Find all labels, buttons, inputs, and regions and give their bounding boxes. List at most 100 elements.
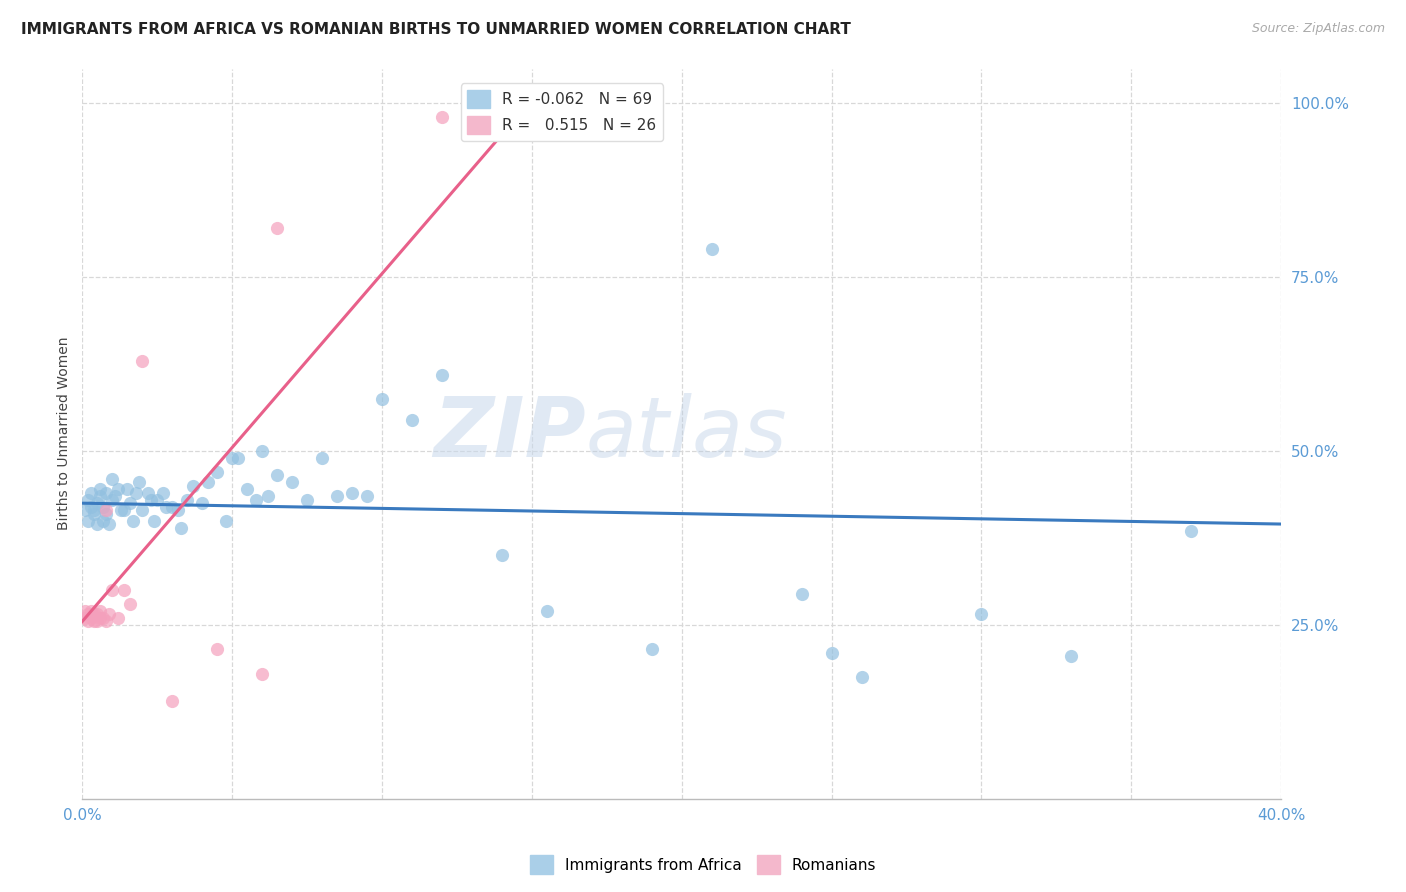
Point [181, 479, 204, 493]
Point [75, 604, 97, 618]
Point [91, 611, 114, 625]
Point [122, 514, 145, 528]
Point [83, 607, 105, 622]
Legend: Immigrants from Africa, Romanians: Immigrants from Africa, Romanians [523, 849, 883, 880]
Point [641, 642, 664, 657]
Point [83, 615, 105, 629]
Point [96, 485, 118, 500]
Point [104, 489, 127, 503]
Point [131, 503, 153, 517]
Point [851, 670, 873, 684]
Point [152, 485, 174, 500]
Point [820, 646, 842, 660]
Point [112, 583, 135, 598]
Point [1060, 649, 1083, 664]
Point [101, 472, 124, 486]
Point [191, 496, 214, 510]
Point [89, 489, 111, 503]
Text: ZIP: ZIP [433, 393, 586, 475]
Point [430, 368, 453, 382]
Point [80, 485, 103, 500]
Point [226, 450, 249, 465]
Point [101, 492, 124, 507]
Point [790, 586, 813, 600]
Point [205, 465, 228, 479]
Point [112, 503, 135, 517]
Point [75, 611, 97, 625]
Point [131, 353, 153, 368]
Point [176, 492, 198, 507]
Point [80, 500, 103, 514]
Point [536, 604, 558, 618]
Point [117, 483, 139, 497]
Point [89, 483, 111, 497]
Point [120, 496, 142, 510]
Point [401, 413, 423, 427]
Point [1180, 524, 1202, 538]
Legend: R = -0.062   N = 69, R =   0.515   N = 26: R = -0.062 N = 69, R = 0.515 N = 26 [461, 84, 662, 141]
Point [125, 485, 148, 500]
Point [77, 492, 100, 507]
Point [155, 500, 177, 514]
Point [141, 492, 163, 507]
Point [77, 514, 100, 528]
Point [340, 485, 363, 500]
Point [311, 450, 333, 465]
Point [281, 475, 304, 490]
Point [89, 611, 111, 625]
Point [266, 468, 288, 483]
Point [250, 444, 273, 458]
Point [96, 507, 118, 521]
Point [110, 503, 132, 517]
Point [221, 450, 243, 465]
Point [98, 607, 121, 622]
Point [491, 549, 513, 563]
Point [970, 607, 993, 622]
Point [107, 483, 129, 497]
Point [700, 243, 723, 257]
Point [250, 666, 273, 681]
Point [107, 611, 129, 625]
Point [83, 507, 105, 521]
Text: IMMIGRANTS FROM AFRICA VS ROMANIAN BIRTHS TO UNMARRIED WOMEN CORRELATION CHART: IMMIGRANTS FROM AFRICA VS ROMANIAN BIRTH… [21, 22, 851, 37]
Point [167, 503, 190, 517]
Point [215, 514, 238, 528]
Point [86, 516, 108, 531]
Point [430, 110, 453, 124]
Text: atlas: atlas [586, 393, 787, 475]
Point [356, 489, 378, 503]
Y-axis label: Births to Unmarried Women: Births to Unmarried Women [58, 337, 72, 531]
Point [80, 604, 103, 618]
Point [77, 615, 100, 629]
Point [77, 607, 100, 622]
Point [236, 483, 259, 497]
Point [160, 694, 183, 708]
Point [83, 503, 105, 517]
Point [80, 611, 103, 625]
Point [160, 500, 183, 514]
Point [245, 492, 267, 507]
Point [96, 503, 118, 517]
Point [197, 475, 219, 490]
Point [75, 503, 97, 517]
Point [326, 489, 349, 503]
Point [120, 597, 142, 611]
Point [170, 520, 193, 534]
Point [128, 475, 150, 490]
Point [89, 604, 111, 618]
Point [205, 642, 228, 657]
Point [91, 514, 114, 528]
Point [266, 221, 288, 235]
Point [96, 615, 118, 629]
Point [371, 392, 394, 406]
Text: Source: ZipAtlas.com: Source: ZipAtlas.com [1251, 22, 1385, 36]
Point [146, 492, 169, 507]
Point [91, 500, 114, 514]
Point [295, 492, 318, 507]
Point [143, 514, 166, 528]
Point [101, 583, 124, 598]
Point [86, 607, 108, 622]
Point [136, 485, 159, 500]
Point [86, 496, 108, 510]
Point [86, 615, 108, 629]
